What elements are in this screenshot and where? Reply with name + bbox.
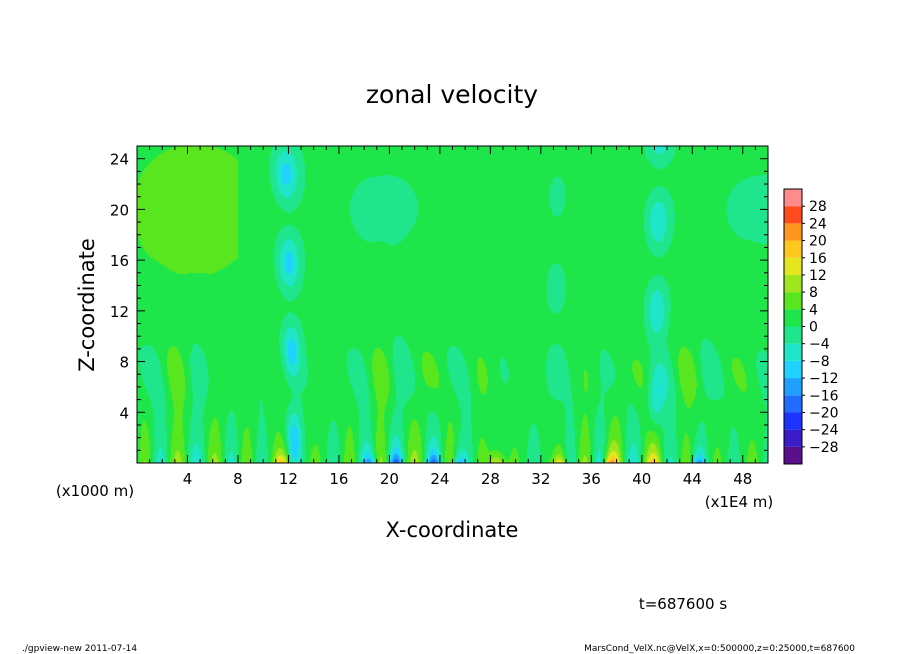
colorbar-label: −24 bbox=[809, 423, 839, 439]
colorbar-label: −12 bbox=[809, 371, 839, 387]
colorbar-swatch bbox=[784, 343, 802, 361]
x-tick-label: 40 bbox=[632, 470, 651, 488]
x-tick-label: 20 bbox=[380, 470, 399, 488]
colorbar-swatch bbox=[784, 274, 802, 293]
x-tick-label: 4 bbox=[183, 470, 193, 488]
colorbar-label: 0 bbox=[809, 320, 818, 336]
colorbar-swatch bbox=[784, 240, 802, 258]
x-unit-note: (x1E4 m) bbox=[705, 493, 774, 511]
colorbar-label: −4 bbox=[809, 337, 830, 353]
x-axis-title: X-coordinate bbox=[386, 518, 519, 542]
colorbar-swatch bbox=[784, 223, 802, 241]
x-tick-label: 48 bbox=[733, 470, 752, 488]
colorbar-label: 12 bbox=[809, 268, 827, 284]
colorbar-label: −28 bbox=[809, 440, 839, 456]
y-tick-label: 24 bbox=[110, 151, 129, 169]
y-unit-note: (x1000 m) bbox=[56, 482, 134, 500]
colorbar-label: −16 bbox=[809, 388, 839, 404]
y-tick-label: 4 bbox=[119, 404, 129, 422]
heatmap bbox=[137, 146, 768, 463]
colorbar-swatch bbox=[784, 257, 802, 275]
plot-area bbox=[136, 145, 769, 464]
colorbar-label: −8 bbox=[809, 354, 830, 370]
time-label: t=687600 s bbox=[639, 595, 727, 613]
chart-title: zonal velocity bbox=[366, 80, 538, 109]
colorbar-swatch bbox=[784, 429, 802, 447]
colorbar-label: 24 bbox=[809, 216, 827, 232]
x-tick-label: 32 bbox=[531, 470, 550, 488]
colorbar-label: 4 bbox=[809, 302, 818, 318]
colorbar-swatch bbox=[784, 360, 802, 379]
colorbar-swatch bbox=[784, 395, 802, 413]
colorbar-swatch bbox=[784, 292, 802, 310]
x-tick-label: 36 bbox=[582, 470, 601, 488]
colorbar-label: 8 bbox=[809, 285, 818, 301]
colorbar-label: −20 bbox=[809, 405, 839, 421]
x-axis: 4 8 12 16 20 24 28 32 36 40 44 48 bbox=[149, 146, 756, 488]
x-tick-label: 8 bbox=[233, 470, 243, 488]
x-tick-label: 24 bbox=[430, 470, 449, 488]
colorbar-swatch bbox=[784, 206, 802, 224]
heatmap-container bbox=[137, 146, 768, 463]
colorbar-swatch bbox=[784, 326, 802, 344]
colorbar-label: 16 bbox=[809, 251, 827, 267]
x-tick-label: 28 bbox=[481, 470, 500, 488]
colorbar-swatch bbox=[784, 309, 802, 327]
colorbar-swatch bbox=[784, 189, 802, 207]
colorbar-swatch bbox=[784, 412, 802, 430]
y-tick-label: 20 bbox=[110, 201, 129, 219]
colorbar-label: 28 bbox=[809, 199, 827, 215]
colorbar-swatch bbox=[784, 446, 802, 464]
x-tick-label: 44 bbox=[683, 470, 702, 488]
x-tick-label: 16 bbox=[329, 470, 348, 488]
x-tick-label: 12 bbox=[279, 470, 298, 488]
y-tick-label: 12 bbox=[110, 303, 129, 321]
footer-right: MarsCond_VelX.nc@VelX,x=0:500000,z=0:250… bbox=[584, 644, 855, 654]
footer-left: ./gpview-new 2011-07-14 bbox=[22, 644, 137, 654]
y-axis-title: Z-coordinate bbox=[75, 238, 99, 372]
colorbar-label: 20 bbox=[809, 234, 827, 250]
y-tick-label: 16 bbox=[110, 252, 129, 270]
y-axis: 4 8 12 16 20 24 bbox=[110, 151, 768, 451]
colorbar-swatch bbox=[784, 378, 802, 396]
y-tick-label: 8 bbox=[119, 354, 129, 372]
